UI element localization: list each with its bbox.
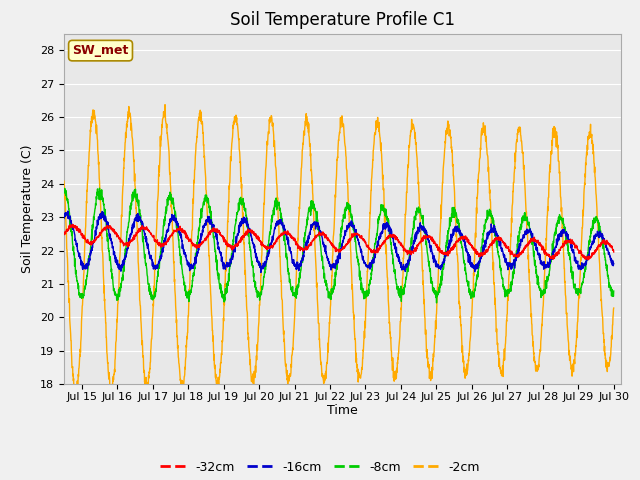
Title: Soil Temperature Profile C1: Soil Temperature Profile C1	[230, 11, 455, 29]
Legend: -32cm, -16cm, -8cm, -2cm: -32cm, -16cm, -8cm, -2cm	[156, 456, 484, 479]
Text: SW_met: SW_met	[72, 44, 129, 57]
X-axis label: Time: Time	[327, 405, 358, 418]
Y-axis label: Soil Temperature (C): Soil Temperature (C)	[22, 144, 35, 273]
